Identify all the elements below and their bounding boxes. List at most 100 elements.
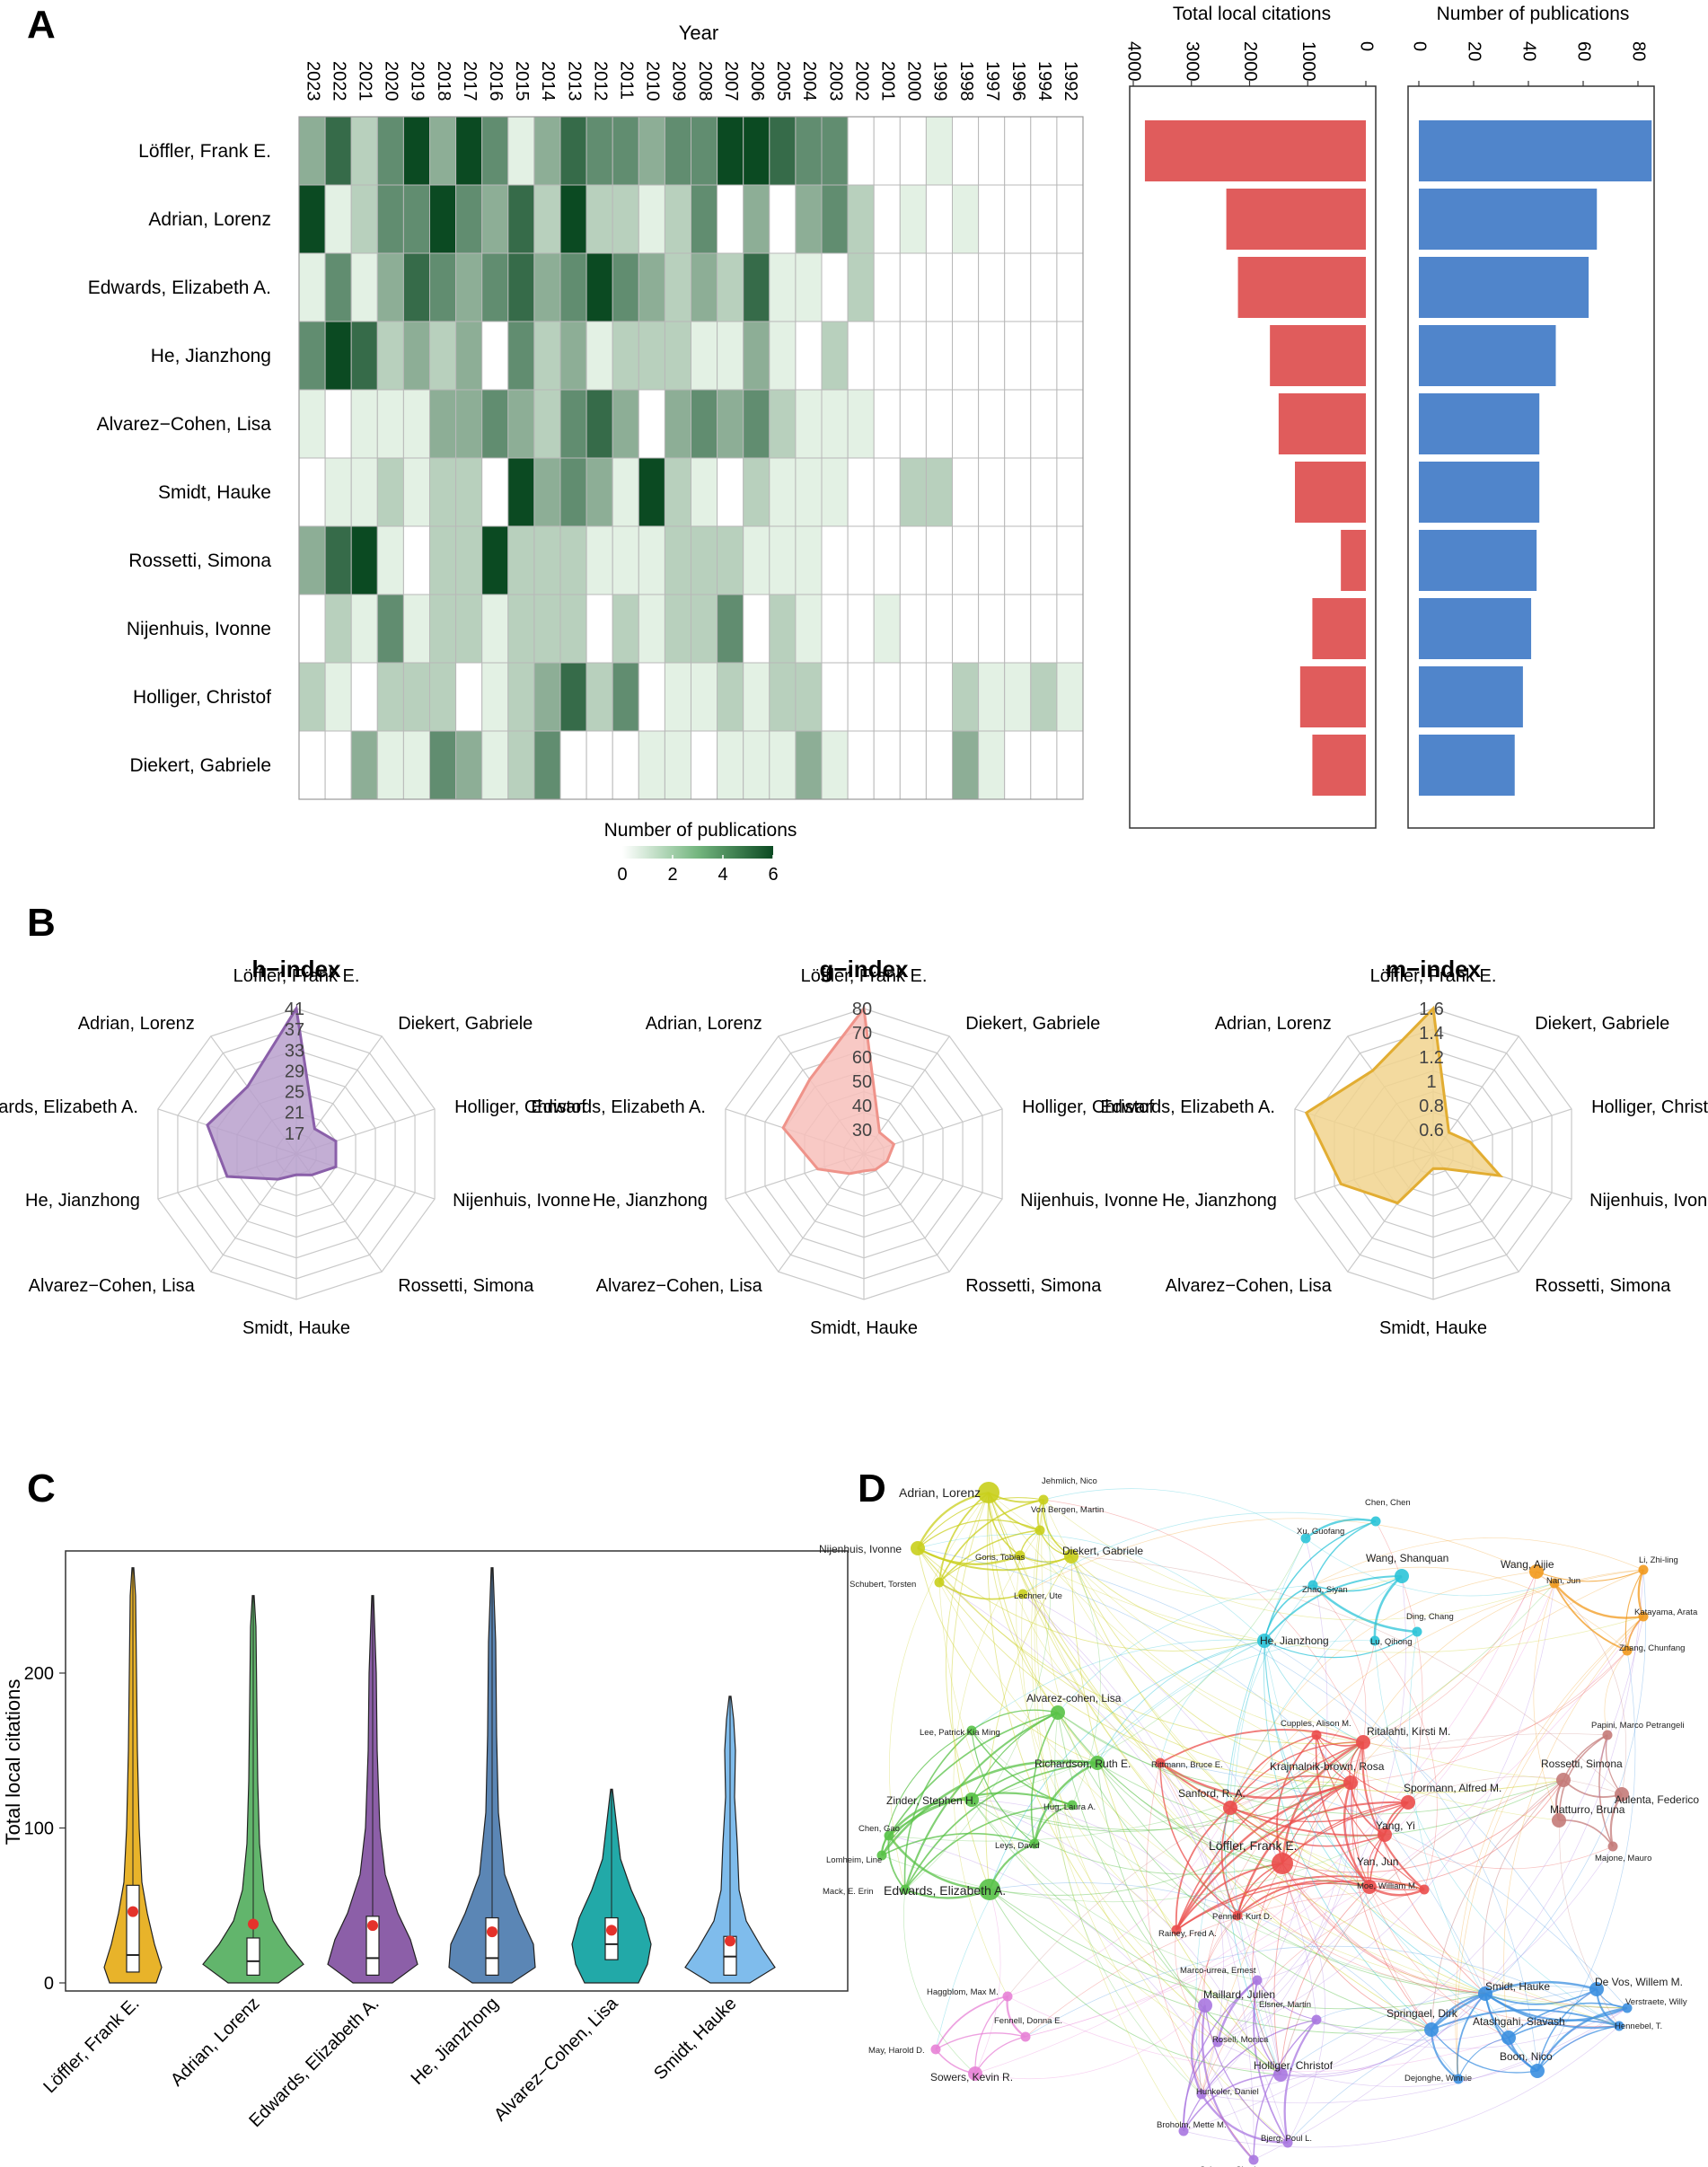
- radar-tick-label: 33: [285, 1041, 304, 1061]
- network-node: [1614, 2021, 1624, 2031]
- violin-x-label: Edwards, Elizabeth A.: [245, 1994, 383, 2131]
- heatmap-cell: [533, 594, 561, 664]
- heatmap-cell: [559, 116, 587, 186]
- network-node: [966, 1725, 977, 1736]
- heatmap-cell: [717, 389, 744, 459]
- heatmap-cell: [952, 252, 980, 322]
- network-edge: [1536, 1650, 1636, 2072]
- heatmap-cell: [1056, 116, 1084, 186]
- network-edge: [1007, 1807, 1231, 1997]
- network-edge: [971, 1730, 1628, 2009]
- bar: [1419, 598, 1532, 659]
- network-node: [1196, 2089, 1207, 2100]
- heatmap-cell: [664, 457, 692, 527]
- heatmap-cell: [559, 457, 587, 527]
- network-node: [930, 2044, 941, 2055]
- heatmap-cell: [717, 525, 744, 595]
- heatmap-cell: [638, 321, 665, 391]
- heatmap-cell: [847, 389, 875, 459]
- network-edge: [1305, 1537, 1555, 1597]
- author-label: Diekert, Gabriele: [129, 755, 271, 776]
- year-label: 2002: [851, 61, 871, 101]
- heatmap-cell: [612, 730, 639, 800]
- heatmap-cell: [1030, 252, 1058, 322]
- network-node: [1090, 1756, 1105, 1770]
- network-edge: [1287, 1988, 1598, 2144]
- heatmap-cell: [324, 525, 352, 595]
- author-label: Edwards, Elizabeth A.: [88, 277, 271, 298]
- network-edge: [1159, 1762, 1628, 2009]
- radar-axis-label: Nijenhuis, Ivonne: [1020, 1191, 1158, 1211]
- network-edge: [1536, 2006, 1628, 2072]
- heatmap-cell: [559, 389, 587, 459]
- heatmap-cell: [612, 252, 639, 322]
- network-edge: [1484, 1988, 1598, 2005]
- network-node: [1282, 2137, 1293, 2148]
- network-node: [1029, 1838, 1040, 1849]
- heatmap-cell: [585, 594, 613, 664]
- heatmap-cell: [481, 730, 509, 800]
- heatmap-cell: [743, 389, 770, 459]
- network-node: [1020, 2031, 1031, 2042]
- year-label: 2000: [904, 61, 924, 101]
- network-edge: [974, 2004, 1206, 2080]
- heatmap-cell: [585, 116, 613, 186]
- network-edge: [1484, 1993, 1620, 2030]
- network-node: [1257, 1634, 1272, 1648]
- heatmap-cell: [952, 730, 980, 800]
- network-edge: [917, 1519, 1041, 1549]
- heatmap-cell: [1030, 730, 1058, 800]
- network-node-label: Papini, Marco Petrangeli: [1591, 1721, 1685, 1731]
- network-node-label: Ritalahti, Kirsti M.: [1367, 1725, 1450, 1738]
- network-edge: [938, 1529, 1041, 1583]
- heatmap-cell: [1004, 252, 1032, 322]
- heatmap-cell: [821, 389, 849, 459]
- network-edge: [1503, 1616, 1644, 2039]
- network-edge: [1384, 1834, 1614, 1870]
- heatmap-cell: [585, 252, 613, 322]
- network-edge: [938, 1581, 1281, 2075]
- heatmap-cell: [873, 525, 901, 595]
- network-node: [1556, 1773, 1571, 1787]
- network-edge: [1263, 1631, 1418, 1659]
- network-node: [1272, 1853, 1293, 1874]
- network-edge: [1457, 1616, 1644, 2080]
- network-edge: [1536, 1988, 1598, 2072]
- heatmap-cell: [952, 457, 980, 527]
- publication-heatmap: Year 2023 2022 2021 2020 2019 2018 2017 2016 201…: [88, 22, 1084, 885]
- radar-axis-label: Löffler, Frank E.: [233, 966, 360, 986]
- network-edge: [1431, 1980, 1598, 2030]
- heatmap-cell: [873, 321, 901, 391]
- network-edge: [1175, 1781, 1351, 1931]
- network-node-label: Atashgahi, Siavash: [1473, 2015, 1565, 2028]
- network-edge: [1175, 1801, 1409, 1931]
- network-edge: [971, 1799, 1283, 1875]
- year-label: 2018: [434, 61, 453, 101]
- radar-axis-label: Rossetti, Simona: [1535, 1276, 1671, 1296]
- network-edge: [1096, 1762, 1281, 2075]
- network-edge: [938, 1554, 1021, 1583]
- violin-group: [571, 1788, 652, 1984]
- heatmap-cell: [298, 457, 326, 527]
- year-label: 2001: [877, 61, 897, 101]
- year-label: 1998: [956, 61, 976, 101]
- radar-axis-label: Alvarez−Cohen, Lisa: [29, 1276, 196, 1296]
- bar: [1419, 120, 1652, 181]
- heatmap-cell: [350, 525, 378, 595]
- heatmap-cell: [585, 457, 613, 527]
- network-edge: [1604, 1650, 1628, 1736]
- radar-tick-label: 1: [1426, 1072, 1436, 1092]
- heatmap-cell: [298, 662, 326, 732]
- heatmap-cell: [1030, 389, 1058, 459]
- heatmap-cell: [533, 730, 561, 800]
- network-node: [1356, 1735, 1370, 1749]
- heatmap-cell: [481, 594, 509, 664]
- author-label: He, Jianzhong: [151, 346, 271, 366]
- network-edge: [974, 1571, 1537, 2075]
- network-edge: [989, 1741, 1364, 1896]
- network-edge: [1263, 1520, 1377, 1642]
- network-edge: [1430, 2029, 1459, 2080]
- heatmap-cell: [559, 321, 587, 391]
- heatmap-cell: [899, 252, 927, 322]
